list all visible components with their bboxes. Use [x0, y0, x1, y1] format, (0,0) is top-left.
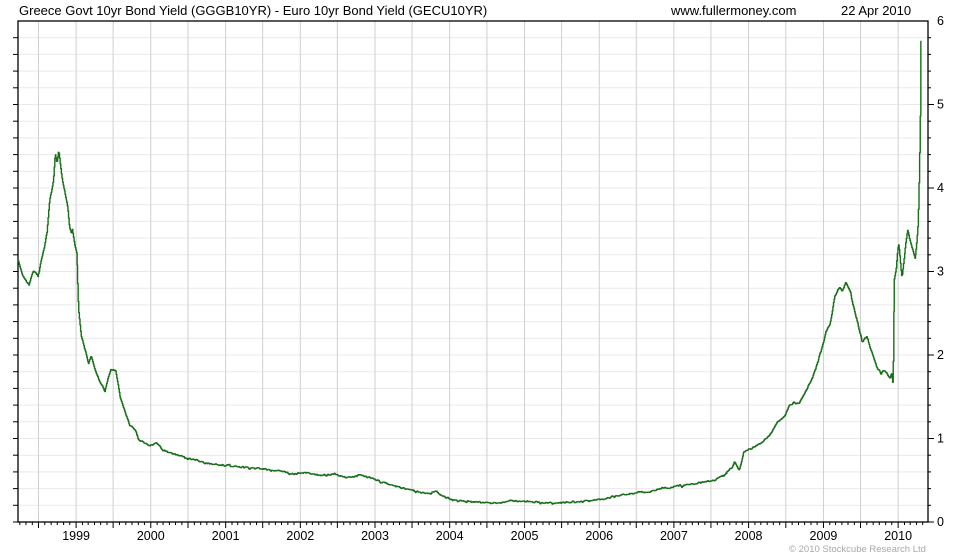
svg-text:4: 4 — [937, 181, 944, 195]
svg-text:2009: 2009 — [810, 529, 838, 543]
svg-text:2001: 2001 — [212, 529, 240, 543]
svg-text:2003: 2003 — [361, 529, 389, 543]
svg-text:2007: 2007 — [660, 529, 688, 543]
svg-text:2: 2 — [937, 348, 944, 362]
svg-text:2006: 2006 — [585, 529, 613, 543]
svg-text:6: 6 — [937, 14, 944, 28]
svg-text:0: 0 — [937, 515, 944, 529]
svg-text:1999: 1999 — [62, 529, 90, 543]
svg-text:2010: 2010 — [884, 529, 912, 543]
svg-text:2008: 2008 — [735, 529, 763, 543]
svg-text:2004: 2004 — [436, 529, 464, 543]
svg-text:5: 5 — [937, 98, 944, 112]
svg-text:2000: 2000 — [137, 529, 165, 543]
svg-text:2002: 2002 — [286, 529, 314, 543]
svg-text:1: 1 — [937, 432, 944, 446]
svg-text:3: 3 — [937, 265, 944, 279]
svg-text:2005: 2005 — [511, 529, 539, 543]
